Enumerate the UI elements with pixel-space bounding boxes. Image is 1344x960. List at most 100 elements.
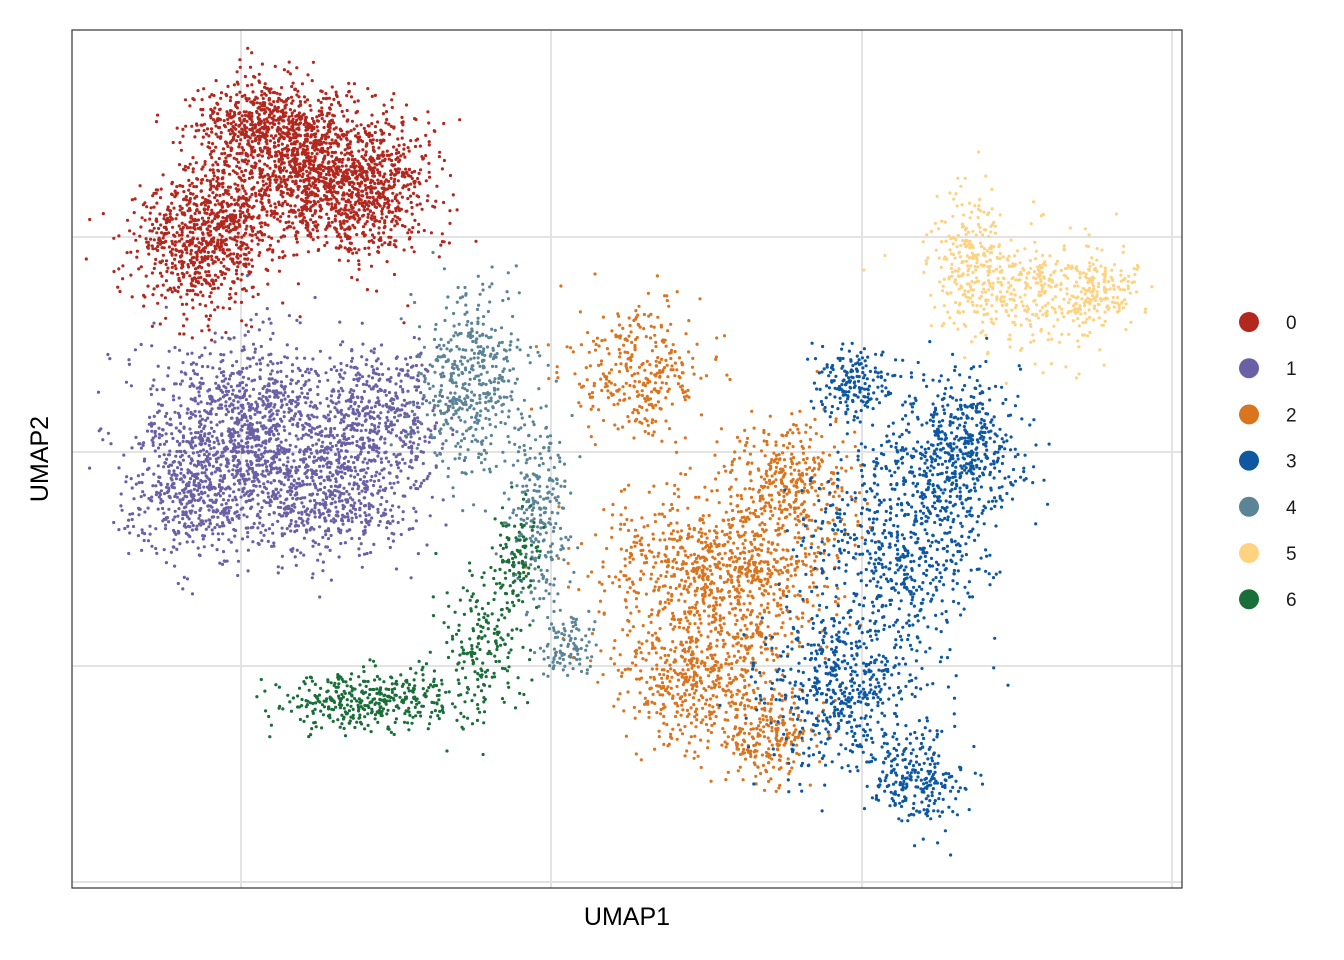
data-point	[203, 174, 208, 178]
data-point	[189, 216, 193, 220]
data-point	[148, 415, 152, 419]
data-point	[277, 269, 282, 273]
data-point	[130, 446, 134, 450]
data-point	[244, 500, 248, 504]
data-point	[307, 200, 311, 204]
data-point	[373, 125, 378, 129]
data-point	[264, 110, 268, 114]
data-point	[414, 479, 418, 483]
data-point	[332, 141, 336, 145]
data-point	[215, 242, 220, 246]
data-point	[197, 241, 201, 245]
data-point	[142, 304, 146, 308]
data-point	[301, 433, 305, 438]
data-point	[189, 431, 193, 435]
data-point	[199, 433, 203, 437]
data-point	[429, 231, 433, 235]
data-point	[308, 141, 313, 145]
data-point	[306, 233, 310, 238]
data-point	[276, 239, 280, 243]
data-point	[258, 509, 262, 513]
data-point	[174, 267, 178, 271]
data-point	[118, 289, 122, 294]
data-point	[258, 130, 262, 134]
data-point	[249, 153, 253, 157]
data-point	[185, 225, 189, 229]
data-point	[376, 396, 380, 400]
data-point	[295, 347, 299, 351]
data-point	[238, 254, 243, 258]
data-point	[404, 357, 408, 361]
data-point	[340, 212, 344, 216]
data-point	[201, 165, 205, 169]
data-point	[342, 432, 346, 436]
data-point	[351, 223, 355, 227]
data-point	[257, 134, 262, 138]
data-point	[345, 219, 349, 223]
data-point	[219, 474, 223, 478]
data-point	[242, 493, 246, 497]
data-point	[147, 496, 151, 501]
data-point	[233, 235, 237, 239]
data-point	[210, 426, 214, 430]
data-point	[273, 145, 277, 149]
data-point	[208, 294, 212, 299]
data-point	[209, 291, 213, 295]
data-point	[258, 127, 262, 131]
data-point	[371, 145, 375, 149]
data-point	[245, 84, 250, 88]
data-point	[242, 204, 246, 208]
data-point	[321, 511, 325, 516]
data-point	[245, 441, 249, 445]
data-point	[379, 343, 384, 347]
data-point	[168, 417, 172, 421]
data-point	[221, 147, 226, 151]
data-point	[444, 523, 448, 527]
data-point	[412, 441, 416, 445]
data-point	[369, 155, 373, 159]
data-point	[371, 138, 375, 142]
data-point	[266, 87, 270, 91]
data-point	[285, 374, 289, 378]
data-point	[308, 499, 312, 503]
data-point	[370, 474, 374, 479]
data-point	[218, 525, 222, 529]
data-point	[190, 298, 195, 302]
data-point	[244, 158, 248, 162]
data-point	[191, 263, 196, 267]
data-point	[297, 465, 301, 469]
data-point	[267, 235, 271, 239]
data-point	[208, 284, 212, 288]
data-point	[318, 203, 322, 207]
data-point	[148, 229, 152, 233]
data-point	[247, 215, 252, 219]
data-point	[418, 437, 422, 441]
data-point	[275, 91, 279, 95]
data-point	[179, 471, 183, 475]
data-point	[192, 480, 196, 484]
data-point	[264, 140, 268, 144]
data-point	[216, 163, 220, 167]
data-point	[144, 237, 148, 241]
data-point	[321, 464, 325, 468]
data-point	[211, 366, 215, 370]
data-point	[221, 358, 225, 363]
data-point	[356, 188, 360, 192]
data-point	[236, 400, 240, 404]
data-point	[346, 259, 350, 263]
data-point	[380, 164, 384, 168]
data-point	[197, 390, 201, 394]
data-point	[355, 251, 359, 255]
data-point	[199, 439, 203, 443]
data-point	[258, 484, 262, 488]
data-point	[264, 132, 268, 136]
data-point	[202, 545, 206, 549]
data-point	[340, 109, 344, 114]
data-point	[282, 161, 286, 165]
data-point	[333, 406, 337, 410]
data-point	[205, 485, 210, 489]
data-point	[271, 172, 275, 176]
data-point	[276, 519, 280, 524]
data-point	[353, 100, 357, 104]
data-point	[400, 136, 404, 140]
